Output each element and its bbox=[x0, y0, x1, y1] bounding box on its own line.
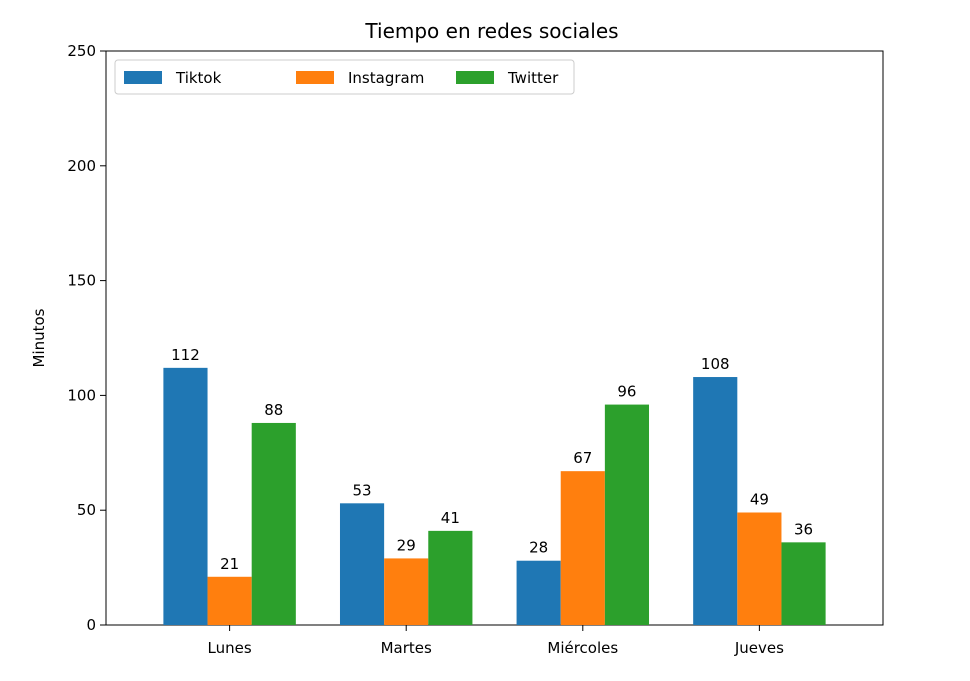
bar-twitter bbox=[251, 422, 296, 625]
bar-tiktok bbox=[516, 560, 561, 625]
bar-value-label: 112 bbox=[171, 346, 200, 364]
y-axis-label: Minutos bbox=[30, 308, 48, 367]
legend-swatch-instagram bbox=[296, 71, 334, 84]
chart-title: Tiempo en redes sociales bbox=[364, 19, 618, 43]
bar-tiktok bbox=[693, 377, 738, 625]
x-tick-label: Martes bbox=[381, 639, 432, 657]
bar-instagram bbox=[560, 471, 605, 625]
bar-instagram bbox=[384, 558, 429, 625]
bar-twitter bbox=[428, 530, 473, 625]
bar-twitter bbox=[604, 404, 650, 625]
bar-twitter bbox=[781, 542, 826, 625]
y-tick-label: 0 bbox=[86, 616, 96, 634]
legend-label-instagram: Instagram bbox=[348, 69, 424, 87]
y-tick-label: 100 bbox=[67, 386, 96, 404]
bar-value-label: 21 bbox=[220, 555, 239, 573]
bar-value-label: 28 bbox=[529, 539, 548, 557]
bar-value-label: 96 bbox=[617, 383, 636, 401]
bar-value-label: 36 bbox=[794, 520, 813, 538]
x-tick-label: Miércoles bbox=[547, 639, 618, 657]
x-tick-label: Lunes bbox=[208, 639, 252, 657]
bar-value-label: 108 bbox=[701, 355, 730, 373]
plot-frame bbox=[105, 50, 884, 626]
bar-value-label: 49 bbox=[750, 490, 769, 508]
legend-swatch-tiktok bbox=[124, 71, 162, 84]
legend-swatch-twitter bbox=[456, 71, 494, 84]
bar-value-label: 53 bbox=[353, 481, 372, 499]
y-tick-label: 200 bbox=[67, 157, 96, 175]
y-tick-label: 150 bbox=[67, 272, 96, 290]
x-tick-label: Jueves bbox=[734, 639, 784, 657]
legend-label-twitter: Twitter bbox=[507, 69, 559, 87]
legend-label-tiktok: Tiktok bbox=[175, 69, 222, 87]
y-tick-label: 250 bbox=[67, 42, 96, 60]
bar-instagram bbox=[737, 512, 782, 625]
legend-box bbox=[114, 59, 575, 95]
bar-instagram bbox=[207, 576, 252, 625]
bar-value-label: 29 bbox=[397, 536, 416, 554]
bar-tiktok bbox=[163, 367, 208, 625]
y-tick-label: 50 bbox=[77, 501, 96, 519]
bar-value-label: 88 bbox=[264, 401, 283, 419]
bar-tiktok bbox=[339, 503, 385, 625]
bar-value-label: 67 bbox=[573, 449, 592, 467]
bar-value-label: 41 bbox=[441, 509, 460, 527]
